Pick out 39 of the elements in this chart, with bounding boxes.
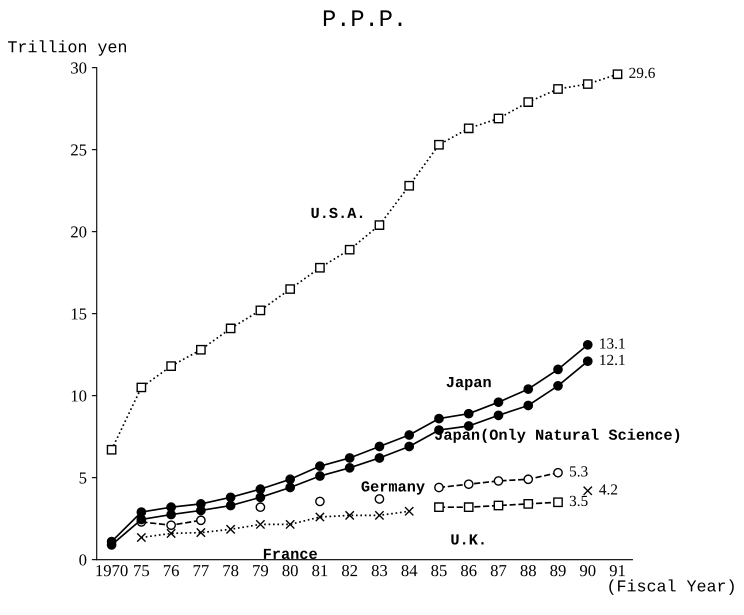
series-label: Japan: [446, 377, 491, 390]
chart-title: P.P.P.: [324, 10, 402, 26]
x-tick-label: 81: [312, 564, 328, 576]
series-label: France: [264, 548, 317, 560]
x-tick-label: 88: [520, 564, 536, 576]
data-label: 12.1: [600, 354, 625, 366]
x-tick-label: 79: [253, 565, 268, 576]
x-tick-label: 83: [372, 564, 388, 576]
data-label: 4.2: [599, 484, 618, 495]
x-tick-label: 80: [282, 564, 298, 576]
series-label: U.S.A.: [312, 208, 362, 218]
x-tick-label: 78: [223, 564, 238, 576]
x-tick-label: 91: [610, 565, 625, 576]
x-tick-label: 82: [342, 564, 358, 576]
y-tick-label: 5: [80, 472, 86, 484]
y-tick-label: 20: [71, 226, 86, 238]
x-tick-label: 85: [431, 564, 447, 576]
y-tick-label: 15: [72, 308, 86, 320]
x-tick-label: 87: [490, 564, 506, 576]
data-label: 3.5: [570, 496, 588, 506]
y-tick-label: 30: [71, 62, 86, 74]
x-tick-label: 1970: [96, 564, 128, 576]
x-tick-label: 89: [550, 564, 566, 576]
series-label: Germany: [361, 481, 425, 495]
data-label: 13.1: [600, 338, 625, 349]
y-tick-label: 10: [72, 390, 86, 402]
data-label: 5.3: [570, 466, 588, 477]
x-tick-label: 84: [402, 564, 418, 576]
y-tick-label: 25: [71, 144, 86, 156]
y-tick-label: 0: [79, 554, 86, 566]
x-tick-label: 77: [194, 565, 209, 576]
x-tick-label: 90: [580, 564, 596, 576]
x-tick-label: 75: [134, 565, 150, 576]
y-axis-title: Trillion yen: [8, 40, 126, 56]
data-label: 29.6: [629, 68, 655, 78]
x-axis-title: (Fiscal Year): [609, 579, 734, 595]
series-label: U.K.: [451, 534, 484, 545]
x-tick-label: 76: [164, 565, 179, 576]
x-tick-label: 86: [461, 564, 477, 576]
